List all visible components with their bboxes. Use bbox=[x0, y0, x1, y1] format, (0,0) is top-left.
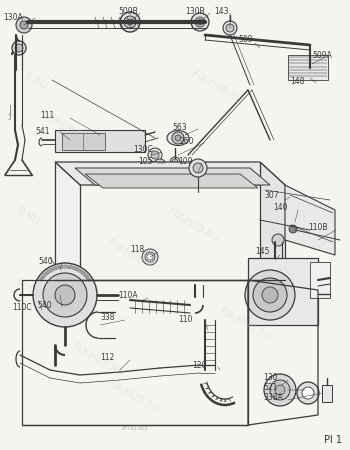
Circle shape bbox=[195, 17, 205, 27]
Text: 140: 140 bbox=[273, 203, 287, 212]
Text: B.RU: B.RU bbox=[15, 206, 41, 226]
Text: B.RU: B.RU bbox=[22, 71, 48, 91]
Circle shape bbox=[245, 270, 295, 320]
Text: 130B: 130B bbox=[185, 8, 205, 17]
Text: Pl 1: Pl 1 bbox=[324, 435, 342, 445]
Polygon shape bbox=[85, 174, 258, 188]
Text: 338: 338 bbox=[100, 314, 114, 323]
Polygon shape bbox=[55, 162, 285, 185]
Circle shape bbox=[15, 44, 23, 52]
Circle shape bbox=[20, 21, 28, 29]
Circle shape bbox=[142, 249, 158, 265]
Polygon shape bbox=[310, 262, 330, 298]
Ellipse shape bbox=[167, 130, 189, 145]
Text: 120: 120 bbox=[192, 360, 206, 369]
Text: FIX-HUB.RU: FIX-HUB.RU bbox=[106, 378, 160, 414]
Circle shape bbox=[148, 148, 162, 162]
Circle shape bbox=[306, 64, 314, 72]
Text: 338A: 338A bbox=[263, 393, 283, 402]
Polygon shape bbox=[248, 258, 318, 325]
Text: 130: 130 bbox=[263, 374, 278, 382]
Polygon shape bbox=[55, 162, 80, 280]
Circle shape bbox=[154, 159, 166, 171]
Text: FIX-HUB.RU: FIX-HUB.RU bbox=[71, 342, 125, 378]
Text: 110B: 110B bbox=[308, 224, 328, 233]
Text: 110A: 110A bbox=[118, 292, 138, 301]
Text: 509A: 509A bbox=[312, 50, 332, 59]
Circle shape bbox=[264, 374, 296, 406]
Text: ZF742-S12: ZF742-S12 bbox=[122, 426, 148, 431]
Text: 307: 307 bbox=[264, 190, 279, 199]
Circle shape bbox=[43, 273, 87, 317]
Circle shape bbox=[151, 151, 159, 159]
Text: FIX-HUB.RU: FIX-HUB.RU bbox=[190, 69, 244, 106]
Text: FIX-HUB.RU: FIX-HUB.RU bbox=[36, 108, 90, 144]
Text: J: J bbox=[8, 105, 11, 115]
Text: 110: 110 bbox=[178, 315, 193, 324]
Circle shape bbox=[270, 380, 290, 400]
Text: FIX-HUB.RU: FIX-HUB.RU bbox=[166, 207, 219, 243]
Circle shape bbox=[193, 163, 203, 173]
Polygon shape bbox=[285, 185, 335, 255]
Circle shape bbox=[124, 16, 136, 28]
Text: 109: 109 bbox=[178, 158, 193, 166]
Text: 540: 540 bbox=[38, 257, 52, 266]
Circle shape bbox=[16, 17, 32, 33]
Circle shape bbox=[297, 382, 319, 404]
Text: 112: 112 bbox=[100, 354, 114, 363]
Text: 110C: 110C bbox=[12, 303, 32, 312]
Circle shape bbox=[272, 234, 284, 246]
Circle shape bbox=[12, 41, 26, 55]
Circle shape bbox=[170, 157, 180, 167]
Circle shape bbox=[145, 252, 155, 262]
Circle shape bbox=[191, 13, 209, 31]
Text: 143: 143 bbox=[214, 8, 229, 17]
Circle shape bbox=[275, 385, 285, 395]
Text: 111: 111 bbox=[40, 111, 54, 120]
Text: 260: 260 bbox=[180, 138, 195, 147]
Polygon shape bbox=[62, 133, 105, 150]
Circle shape bbox=[157, 162, 163, 168]
Text: 541: 541 bbox=[35, 127, 49, 136]
Circle shape bbox=[120, 12, 140, 32]
Circle shape bbox=[262, 287, 278, 303]
Polygon shape bbox=[288, 55, 328, 80]
Circle shape bbox=[197, 19, 203, 25]
Polygon shape bbox=[260, 162, 285, 280]
Text: FIX-HUB.RU: FIX-HUB.RU bbox=[106, 238, 160, 275]
Text: 145: 145 bbox=[255, 248, 270, 256]
Circle shape bbox=[189, 159, 207, 177]
Circle shape bbox=[307, 226, 317, 236]
Text: 521: 521 bbox=[263, 383, 277, 392]
Circle shape bbox=[55, 285, 75, 305]
Circle shape bbox=[147, 254, 153, 260]
Polygon shape bbox=[75, 168, 270, 185]
Text: J: J bbox=[8, 110, 11, 120]
Text: 509B: 509B bbox=[118, 8, 138, 17]
Text: 130C: 130C bbox=[133, 145, 153, 154]
Text: 130A: 130A bbox=[3, 14, 23, 22]
Circle shape bbox=[172, 132, 184, 144]
Text: 118: 118 bbox=[130, 246, 144, 255]
Text: X-HUB.RU: X-HUB.RU bbox=[12, 276, 58, 309]
Polygon shape bbox=[55, 130, 145, 152]
Circle shape bbox=[127, 19, 133, 25]
Text: FIX-HUB.RU: FIX-HUB.RU bbox=[218, 306, 272, 342]
Circle shape bbox=[33, 263, 97, 327]
Text: 105: 105 bbox=[138, 158, 153, 166]
Circle shape bbox=[226, 24, 234, 32]
Text: 563: 563 bbox=[172, 123, 187, 132]
Circle shape bbox=[172, 159, 178, 165]
Circle shape bbox=[302, 387, 314, 399]
Circle shape bbox=[289, 225, 297, 233]
Text: 540: 540 bbox=[37, 301, 52, 310]
Text: 148: 148 bbox=[290, 77, 304, 86]
Polygon shape bbox=[322, 385, 332, 402]
Text: 509: 509 bbox=[238, 36, 253, 45]
Circle shape bbox=[175, 135, 181, 141]
Circle shape bbox=[253, 278, 287, 312]
Circle shape bbox=[223, 21, 237, 35]
